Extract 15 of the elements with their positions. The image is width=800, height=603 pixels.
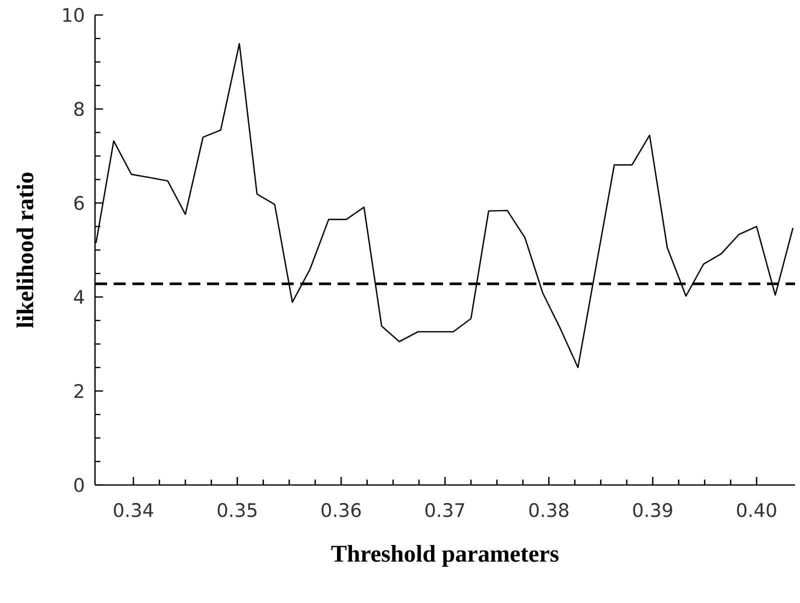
y-tick-label: 6 xyxy=(74,196,84,210)
x-tick-label: 0.39 xyxy=(633,503,672,518)
x-tick-label: 0.38 xyxy=(529,503,568,518)
y-axis-title: likelihood ratio xyxy=(16,172,34,328)
x-tick-label: 0.36 xyxy=(322,503,361,518)
y-tick-label: 10 xyxy=(63,8,84,22)
x-axis-title: Threshold parameters xyxy=(331,544,559,567)
x-tick-label: 0.34 xyxy=(114,503,154,518)
y-tick-label: 4 xyxy=(74,290,84,304)
x-tick-label: 0.37 xyxy=(425,503,464,518)
y-tick-label: 0 xyxy=(74,478,84,492)
x-tick-label: 0.40 xyxy=(737,503,776,518)
x-tick-label: 0.35 xyxy=(218,503,256,518)
y-tick-label: 2 xyxy=(74,384,84,398)
y-tick-label: 8 xyxy=(74,102,84,116)
